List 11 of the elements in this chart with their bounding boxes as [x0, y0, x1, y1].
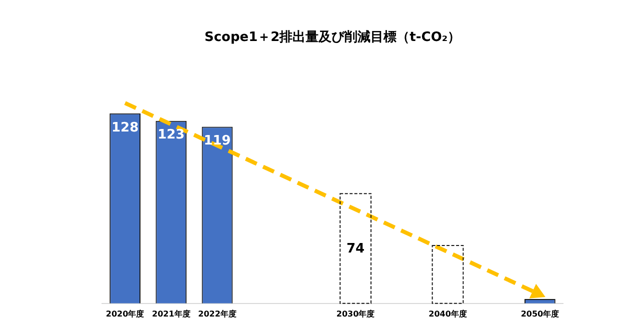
x-tick-label: 2040年度 [428, 308, 467, 318]
x-tick-label: 2030年度 [336, 308, 375, 318]
data-label: 123 [158, 128, 185, 143]
x-tick-label: 2050年度 [520, 308, 560, 318]
data-label: 119 [204, 134, 231, 149]
chart-title: Scope1＋2排出量及び削減目標（t-CO₂） [204, 30, 461, 46]
data-label: 74 [346, 241, 365, 256]
x-tick-label: 2020年度 [106, 308, 144, 318]
x-tick-label: 2022年度 [198, 308, 236, 318]
x-tick-label: 2021年度 [152, 308, 190, 318]
data-label: 128 [111, 120, 139, 136]
